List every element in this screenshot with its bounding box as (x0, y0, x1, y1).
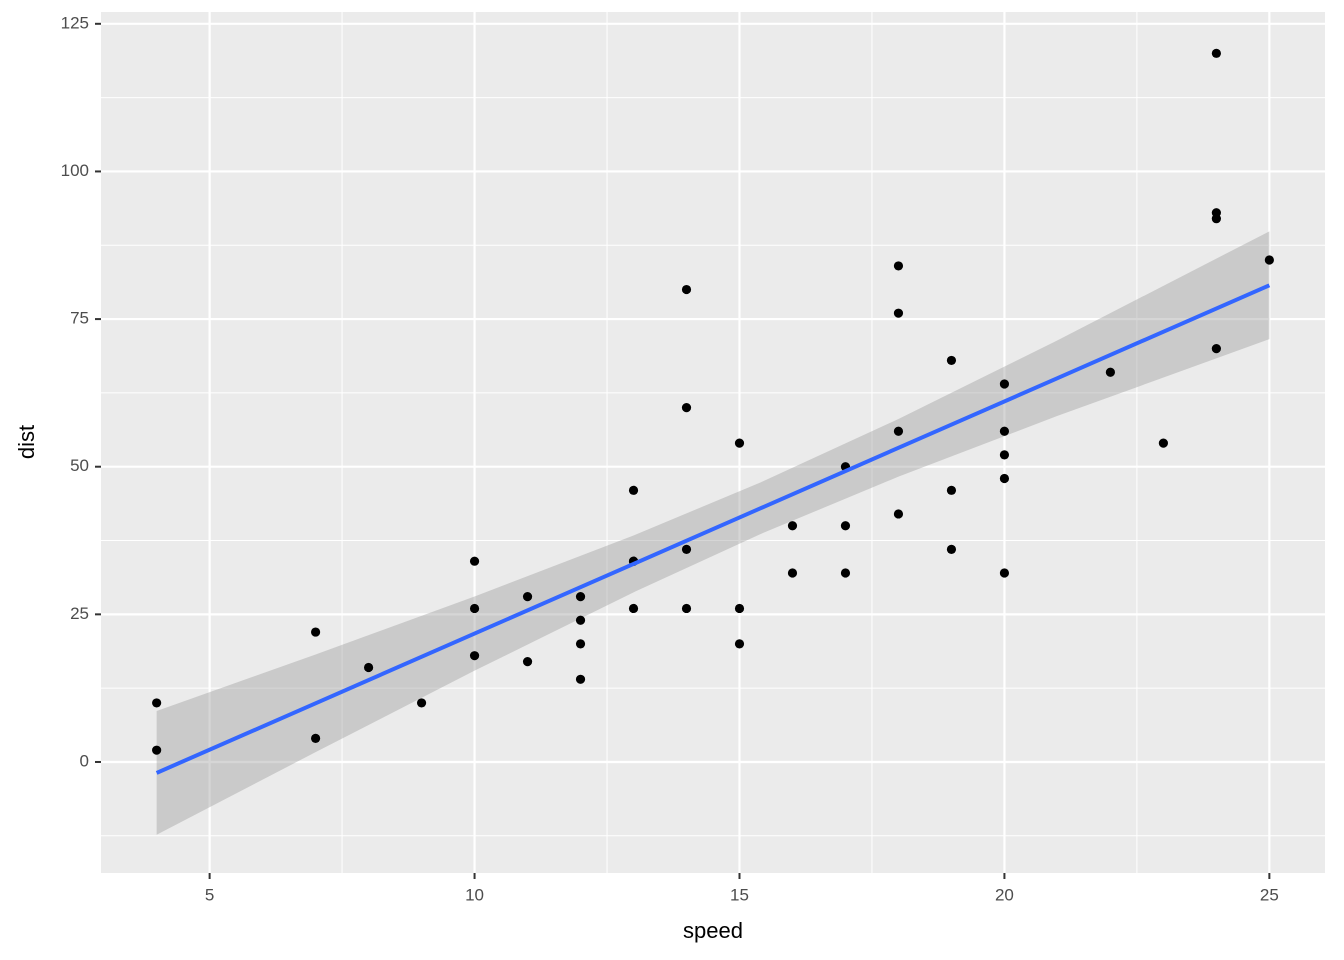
point (469, 603, 480, 614)
point (999, 379, 1010, 389)
point (999, 450, 1010, 460)
point (1158, 438, 1168, 448)
y-tick-label: 50 (70, 456, 89, 475)
point (310, 627, 321, 637)
point (946, 544, 957, 554)
point (628, 485, 639, 495)
point (734, 438, 745, 448)
point (416, 698, 427, 708)
y-tick-label: 0 (80, 751, 89, 770)
point (469, 556, 480, 566)
panel (101, 12, 1325, 873)
fit-line (155, 283, 1271, 775)
y-tick-label: 125 (61, 13, 89, 32)
x-tick-label: 5 (205, 885, 214, 904)
point (575, 639, 586, 649)
point (999, 426, 1010, 436)
point (363, 662, 374, 673)
point (734, 639, 745, 649)
point (893, 261, 904, 271)
x-tick-label: 20 (995, 885, 1014, 904)
x-tick-label: 25 (1260, 885, 1279, 904)
point (681, 284, 692, 295)
point (628, 603, 639, 614)
point (469, 651, 480, 661)
point (152, 745, 162, 755)
point (681, 403, 692, 413)
y-axis-title: dist (14, 425, 39, 459)
point (946, 485, 957, 495)
point (681, 544, 692, 554)
y-tick-label: 25 (70, 604, 89, 623)
point (946, 355, 957, 366)
point (893, 426, 904, 436)
point (522, 656, 533, 667)
y-tick-label: 75 (70, 309, 89, 328)
point (840, 568, 851, 578)
point (787, 521, 798, 531)
point (787, 568, 798, 578)
point (152, 698, 162, 708)
point (893, 308, 904, 318)
point (1105, 367, 1116, 377)
point (681, 603, 692, 614)
point (840, 521, 851, 531)
point (1211, 208, 1221, 218)
point (734, 603, 745, 614)
x-tick-label: 10 (465, 885, 484, 904)
point (1211, 48, 1221, 58)
point (522, 592, 533, 602)
x-axis-title: speed (683, 918, 743, 943)
x-tick-label: 15 (730, 885, 749, 904)
point (310, 733, 321, 743)
point (999, 568, 1010, 578)
point (575, 674, 586, 684)
point (575, 615, 586, 625)
y-tick-label: 100 (61, 161, 89, 180)
point (1264, 255, 1274, 265)
confidence-band (156, 231, 1270, 835)
point (893, 509, 904, 519)
point (999, 473, 1010, 484)
point (575, 592, 586, 602)
point (1211, 344, 1221, 354)
